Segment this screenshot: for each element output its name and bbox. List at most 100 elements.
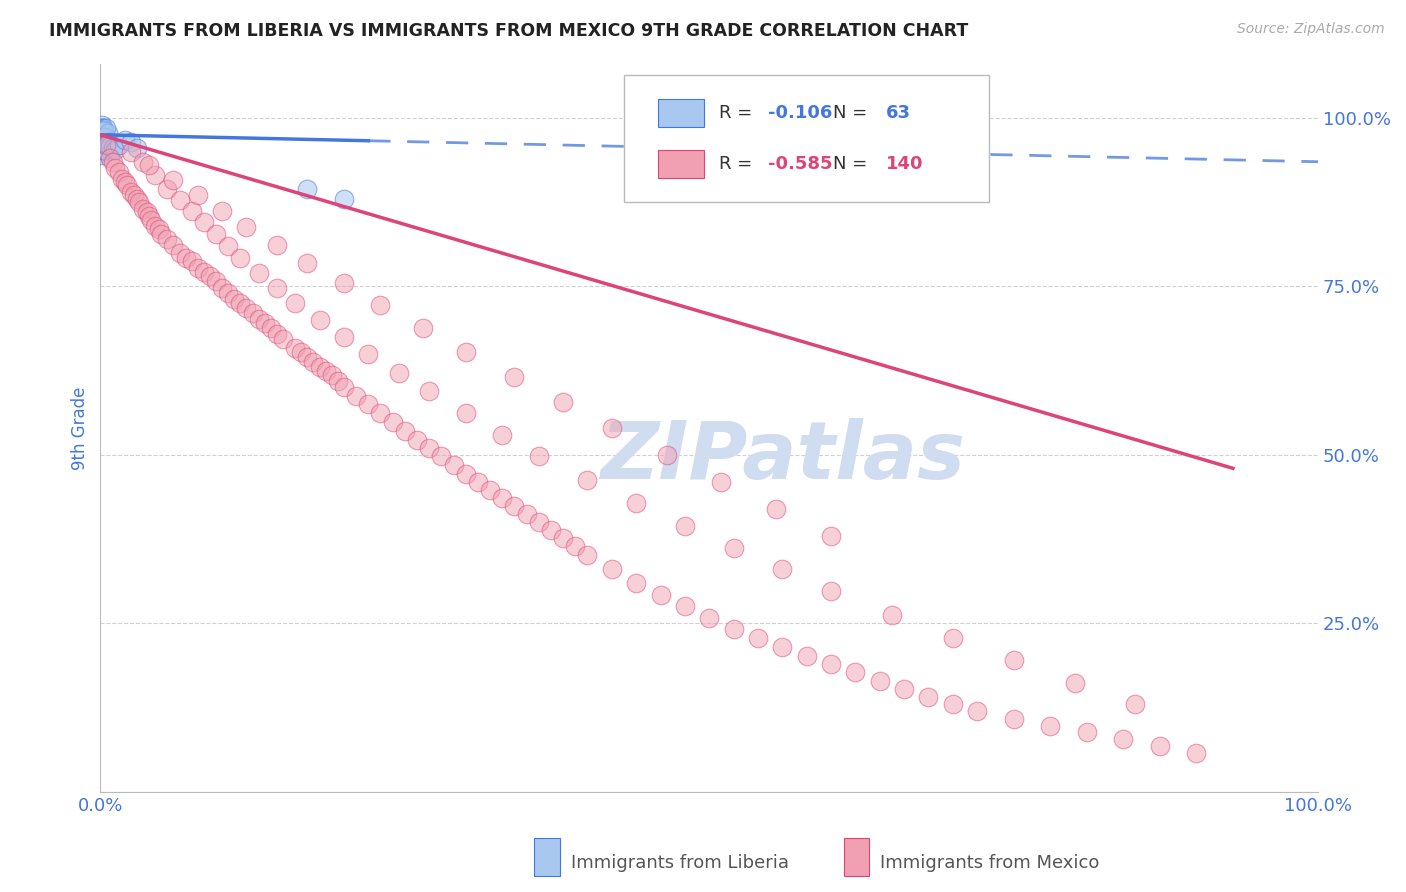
Point	[624, 496, 647, 510]
Point	[1063, 675, 1085, 690]
Point	[91, 124, 114, 138]
Point	[247, 311, 270, 326]
Point	[93, 143, 115, 157]
Point	[266, 237, 288, 252]
Point	[454, 406, 477, 420]
Point	[111, 171, 134, 186]
Point	[503, 499, 526, 513]
Point	[198, 269, 221, 284]
Point	[235, 220, 257, 235]
Point	[454, 467, 477, 481]
Point	[942, 697, 965, 711]
Text: ZIPatlas: ZIPatlas	[600, 418, 965, 496]
Point	[266, 281, 288, 295]
Point	[443, 458, 465, 472]
Point	[91, 143, 114, 157]
Point	[96, 136, 118, 151]
Point	[357, 347, 380, 361]
Point	[333, 380, 356, 394]
Point	[1185, 746, 1208, 760]
Point	[96, 137, 118, 152]
Point	[224, 292, 246, 306]
Point	[104, 143, 127, 157]
Point	[90, 118, 112, 132]
Point	[917, 690, 939, 705]
Point	[1112, 732, 1135, 747]
Text: N =: N =	[834, 103, 868, 122]
Point	[217, 239, 239, 253]
Point	[205, 227, 228, 241]
Point	[90, 131, 112, 145]
Point	[430, 449, 453, 463]
Point	[132, 154, 155, 169]
Point	[97, 137, 120, 152]
Point	[229, 251, 252, 265]
Point	[148, 222, 170, 236]
Point	[723, 622, 745, 636]
Point	[308, 360, 330, 375]
Point	[235, 301, 257, 315]
Point	[796, 648, 818, 663]
Point	[91, 128, 114, 142]
Point	[150, 227, 173, 241]
Text: 63: 63	[886, 103, 911, 122]
Point	[101, 154, 124, 169]
Point	[600, 421, 623, 435]
Point	[308, 313, 330, 327]
Point	[138, 209, 160, 223]
Point	[162, 173, 184, 187]
Point	[93, 129, 115, 144]
Point	[94, 136, 117, 151]
Point	[467, 475, 489, 489]
Point	[132, 202, 155, 216]
Point	[93, 135, 115, 149]
Point	[91, 135, 114, 149]
Text: Immigrants from Mexico: Immigrants from Mexico	[880, 855, 1099, 872]
Point	[333, 330, 356, 344]
Point	[491, 491, 513, 505]
Point	[125, 192, 148, 206]
Text: Immigrants from Liberia: Immigrants from Liberia	[571, 855, 789, 872]
Point	[333, 192, 356, 206]
Point	[120, 135, 142, 149]
Point	[93, 123, 115, 137]
Point	[91, 148, 114, 162]
Point	[93, 129, 115, 144]
Point	[394, 424, 416, 438]
Point	[96, 121, 118, 136]
Point	[624, 575, 647, 590]
Point	[193, 264, 215, 278]
Text: 140: 140	[886, 154, 924, 173]
Point	[93, 136, 115, 151]
Point	[90, 131, 112, 145]
Point	[553, 395, 575, 409]
Point	[966, 704, 988, 718]
Point	[138, 158, 160, 172]
Point	[114, 175, 136, 189]
Point	[1149, 739, 1171, 753]
Point	[143, 168, 166, 182]
Point	[114, 132, 136, 146]
Point	[91, 121, 114, 136]
Point	[284, 342, 307, 356]
Point	[101, 141, 124, 155]
Point	[564, 539, 586, 553]
FancyBboxPatch shape	[624, 75, 990, 202]
Point	[91, 143, 114, 157]
Point	[290, 345, 312, 359]
Point	[673, 518, 696, 533]
Point	[90, 129, 112, 144]
Point	[503, 370, 526, 384]
Point	[412, 321, 434, 335]
Point	[820, 583, 842, 598]
Point	[128, 195, 150, 210]
Point	[370, 406, 392, 420]
Point	[516, 507, 538, 521]
Point	[869, 673, 891, 688]
Point	[94, 135, 117, 149]
Point	[765, 501, 787, 516]
Point	[90, 121, 112, 136]
Point	[655, 448, 678, 462]
Point	[187, 260, 209, 275]
Point	[94, 129, 117, 144]
